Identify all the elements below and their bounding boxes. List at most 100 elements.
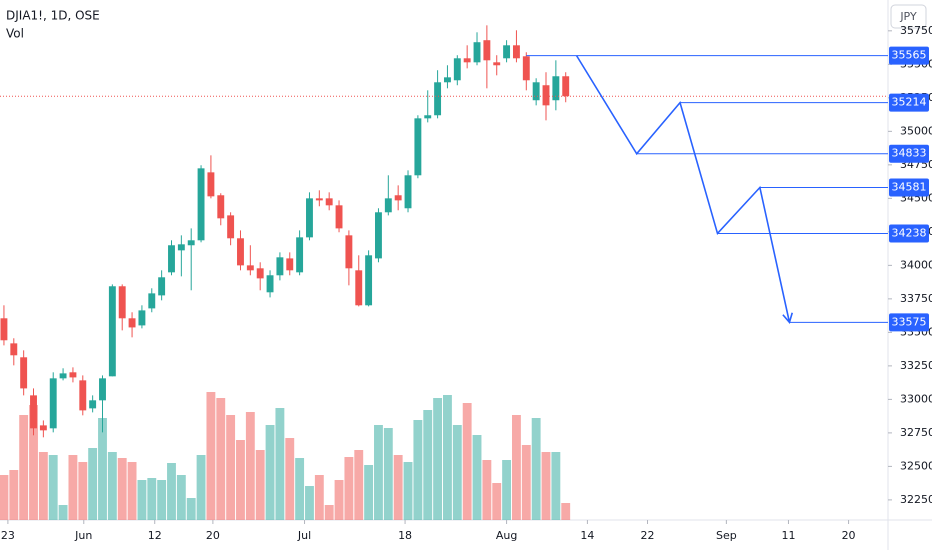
volume-bar [285,438,295,520]
volume-bar [0,475,9,520]
volume-bar [29,405,38,520]
candle-body [227,215,235,239]
candle-body [79,380,87,411]
volume-bar [541,452,551,520]
volume-bar [305,486,314,520]
volume-bar [117,458,127,520]
volume-bar [245,412,255,520]
candle-body [325,198,333,206]
candle-body [404,175,412,209]
candle-body [69,372,77,378]
candle-body [345,235,353,269]
y-tick-label: 33000 [900,392,932,405]
x-tick-label: 18 [398,529,412,542]
volume-bar [413,420,423,520]
plot [0,25,888,520]
candle-body [256,268,264,279]
volume-bar [226,415,236,520]
volume-label: Vol [6,27,24,41]
candle-body [522,56,530,81]
volume-bar [364,465,374,520]
candle-body [552,76,560,101]
volume-bar [78,462,88,520]
chart-title: DJIA1!, 1D, OSE [6,9,100,23]
volume-bar [314,475,324,520]
x-tick-label: 11 [781,529,795,542]
x-tick-label: Sep [716,529,737,542]
volume-bar [512,415,521,520]
volume-bar [176,475,186,520]
volume-bar [196,455,206,520]
volume-bar [482,460,492,520]
candle-body [207,172,215,197]
volume-bar [502,460,512,520]
volume-bar [374,425,383,520]
level-price-tag [889,46,929,65]
x-tick-label: 12 [148,529,162,542]
volume-bar [452,425,462,520]
candle-body [197,168,205,241]
candle-body [424,115,432,119]
y-tick-label: 32500 [900,459,932,472]
candle-body [463,58,471,63]
candle-body [444,77,451,83]
volume-bar [255,450,265,520]
level-price-label: 35214 [892,96,927,109]
candle-body [128,318,136,328]
projection-path [575,55,791,323]
candle-body [49,378,57,429]
volume-bar [206,392,216,520]
candle-body [266,275,274,293]
volume-bar [216,398,226,520]
volume-bar [236,440,245,520]
x-tick-label: Aug [496,529,517,542]
candle-body [434,82,442,116]
volume-bar [354,450,364,520]
volume-bar [521,445,531,520]
currency-button[interactable] [890,4,927,29]
x-tick-label: Jun [74,529,92,542]
volume-bar [38,452,48,520]
candle-body [30,395,37,429]
currency-label[interactable]: JPY [899,10,917,23]
projection-arrowhead [782,312,794,324]
y-tick-label: 35000 [900,124,932,137]
x-tick-label: 14 [580,529,594,542]
volume-bar [393,455,403,520]
candle-body [335,205,343,229]
volume-bar [531,418,541,520]
x-tick-label: 20 [206,529,220,542]
candle-body [315,198,323,201]
y-tick-label: 34000 [900,258,932,271]
level-price-label: 33575 [892,315,927,328]
volume-bar [265,425,275,520]
volume-bar [88,448,98,520]
volume-bar [98,418,107,520]
level-price-tag [889,313,929,332]
candle-body [384,198,392,213]
candle-body [414,118,422,176]
candle-body [158,277,166,296]
volume-bar [383,428,393,520]
candle-body [59,373,67,379]
candle-body [10,343,18,356]
candle-body [168,245,175,273]
x-tick-label: 20 [842,529,856,542]
candle-body [187,240,195,246]
candle-body [276,257,284,276]
x-tick-label: Jul [297,529,311,542]
volume-bar [462,403,472,520]
candle-body [118,286,126,319]
candle-body [286,258,294,271]
candle-body [20,357,28,389]
volume-bar [561,503,571,520]
level-price-tag [889,144,929,163]
candle-body [217,195,225,219]
candle-body [39,425,47,431]
x-tick-label: 23 [1,529,15,542]
volume-bar [137,480,147,520]
volume-bar [186,498,196,520]
candle-body [296,237,304,273]
candle-body [0,318,8,341]
